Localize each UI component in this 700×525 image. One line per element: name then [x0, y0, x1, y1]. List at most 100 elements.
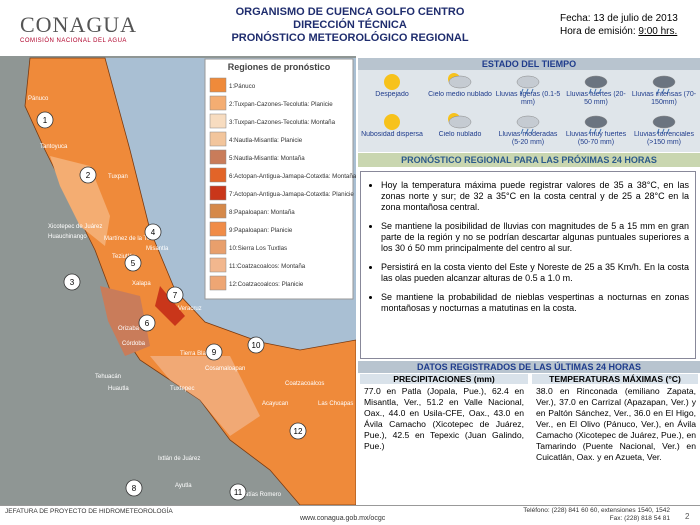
- legend-label: 3:Tuxpan-Cazones-Tecolutla: Montaña: [229, 119, 336, 126]
- weather-label: Nubosidad dispersa: [361, 131, 423, 138]
- weather-icon: [652, 75, 676, 95]
- weather-label-box: Lluvias fuertes (20-50 mm): [566, 91, 626, 106]
- issue: Hora de emisión: 9:00 hrs.: [560, 25, 678, 38]
- weather-icon: [448, 73, 472, 89]
- region-number: 7: [173, 291, 178, 300]
- region-number: 1: [43, 116, 48, 125]
- city-label: Pánuco: [28, 96, 49, 102]
- region-marker: [79, 166, 97, 184]
- legend-swatch: [209, 149, 227, 165]
- rain: [525, 128, 529, 135]
- title-line: ORGANISMO DE CUENCA GOLFO CENTRO: [235, 6, 465, 18]
- weather-icon: [516, 75, 540, 95]
- city-label: Xalapa: [132, 281, 151, 287]
- city-label: Ixtlán de Juárez: [158, 456, 200, 462]
- rain: [656, 128, 660, 135]
- city-label: Teziutlán: [112, 254, 136, 260]
- region-number: 6: [145, 319, 150, 328]
- forecast-bullet: Persistirá en la costa viento del Este y…: [381, 262, 689, 284]
- legend-label: 1:Pánuco: [229, 83, 256, 90]
- legend-swatch: [209, 203, 227, 219]
- region-marker: [63, 273, 81, 291]
- weather-title: ESTADO DEL TIEMPO: [358, 58, 700, 70]
- weather-label: Cielo nublado: [438, 131, 482, 138]
- rain: [588, 128, 592, 135]
- cloud: [584, 115, 608, 129]
- weather-label: Lluvias torrenciales (>150 mm): [634, 131, 694, 146]
- legend-swatch: [209, 185, 227, 201]
- rain: [525, 88, 529, 95]
- footer-rule: [0, 505, 700, 506]
- city-label: Tantoyuca: [40, 144, 68, 150]
- cloud: [448, 75, 472, 89]
- legend-swatch: [209, 275, 227, 291]
- rain: [598, 88, 602, 95]
- weather-label-box: Cielo nublado: [438, 131, 482, 138]
- rain: [520, 88, 524, 95]
- weather-label: Lluvias moderadas (5-20 mm): [498, 131, 558, 146]
- cloud: [584, 75, 608, 89]
- region-number: 2: [86, 171, 91, 180]
- legend-swatch: [209, 77, 227, 93]
- page-number: 2: [685, 512, 690, 521]
- header-title: ORGANISMO DE CUENCA GOLFO CENTRO DIRECCI…: [200, 6, 500, 45]
- city-label: Tierra Blanca: [180, 351, 216, 357]
- region-area: [100, 286, 150, 356]
- records-text: 77.0 en Patla (Jopala, Pue.), 62.4 en Mi…: [364, 386, 524, 451]
- rain: [593, 128, 597, 135]
- city-label: Coatzacoalcos: [285, 381, 324, 387]
- city-label: Ayutla: [175, 483, 192, 489]
- map-labels: Pánuco Tantoyuca Tuxpan Xicotepec de Juárez…: [28, 96, 353, 501]
- weather-panel: Despejado Cielo medio nublado Lluvias lige…: [358, 70, 700, 152]
- weather-label: Lluvias fuertes (20-50 mm): [566, 91, 626, 106]
- region-marker: [124, 254, 142, 272]
- sun: [384, 74, 400, 90]
- weather-label-box: Cielo medio nublado: [428, 91, 492, 98]
- legend-label: 9:Papaloapan: Planicie: [229, 227, 293, 234]
- weather-label-box: Despejado: [375, 91, 408, 98]
- region-area: [150, 356, 260, 436]
- legend: 1:Pánuco 2:Tuxpan-Cazones-Tecolutla: Plan…: [209, 77, 356, 291]
- legend-label: 5:Nautla-Misantla: Montaña: [229, 155, 305, 162]
- legend-swatch: [209, 239, 227, 255]
- legend-label: 4:Nautla-Misantla: Planicie: [229, 137, 303, 144]
- legend-swatch: [209, 95, 227, 111]
- city-label: Acayucan: [262, 401, 288, 407]
- weather-icon: [652, 115, 676, 135]
- legend-swatch: [209, 221, 227, 237]
- weather-label: Lluvias muy fuertes (50-70 mm): [565, 131, 627, 146]
- cloud: [448, 115, 472, 129]
- legend-swatch: [209, 131, 227, 147]
- city-label: Martínez de la Torre: [104, 236, 158, 242]
- region-marker: [205, 343, 223, 361]
- weather-label-box: Lluvias intensas (70-150mm): [632, 91, 696, 106]
- city-label: Huauchinango: [48, 234, 87, 240]
- legend-label: 7:Actopan-Antigua-Jamapa-Cotaxtla: Plani…: [229, 191, 354, 198]
- title-line: PRONÓSTICO METEOROLÓGICO REGIONAL: [231, 32, 469, 44]
- date: Fecha: 13 de julio de 2013: [560, 13, 678, 24]
- region-number: 4: [151, 228, 156, 237]
- city-label: Córdoba: [122, 341, 146, 347]
- logo: CONAGUA: [20, 12, 137, 37]
- forecast-bullet: Se mantiene la probabilidad de nieblas v…: [381, 292, 689, 314]
- cloud: [516, 75, 540, 89]
- footer-url: www.conagua.gob.mx/ocgc: [300, 515, 386, 522]
- footer-fax: Fax: (228) 818 54 81: [609, 515, 670, 522]
- rain: [520, 128, 524, 135]
- region-area: [24, 57, 356, 505]
- weather-label-box: Lluvias ligeras (0.1-5 mm): [496, 91, 561, 106]
- region-marker: [289, 422, 307, 440]
- legend-label: 8:Papaloapan: Montaña: [229, 209, 295, 216]
- legend-label: 6:Actopan-Antigua-Jamapa-Cotaxtla: Monta…: [229, 173, 356, 180]
- weather-icon: [448, 113, 472, 129]
- title-line: DIRECCIÓN TÉCNICA: [293, 19, 407, 31]
- region-number: 10: [252, 341, 261, 350]
- region-number: 8: [132, 484, 137, 493]
- forecast-bullet: Hoy la temperatura máxima puede registra…: [381, 180, 689, 213]
- city-label: Matías Romero: [240, 492, 282, 498]
- weather-label: Cielo medio nublado: [428, 91, 492, 98]
- city-label: Veracruz: [178, 306, 202, 312]
- region-marker: [229, 483, 247, 501]
- weather-label-box: Lluvias torrenciales (>150 mm): [634, 131, 694, 146]
- legend-swatch: [209, 113, 227, 129]
